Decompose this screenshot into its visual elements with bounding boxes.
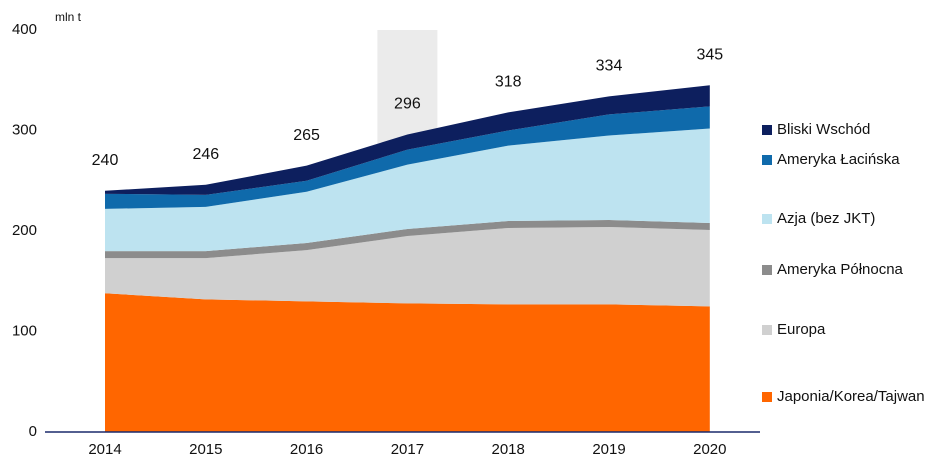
y-axis-label: mln t [55, 10, 82, 24]
area [105, 128, 710, 252]
total-label: 318 [495, 74, 522, 91]
legend-swatch [762, 214, 772, 224]
legend-label: Europa [777, 321, 826, 338]
legend-label: Japonia/Korea/Tajwan [777, 388, 925, 405]
legend-swatch [762, 392, 772, 402]
legend-swatch [762, 125, 772, 135]
y-tick-label: 300 [12, 121, 37, 138]
x-tick-label: 2014 [88, 441, 121, 458]
legend-label: Ameryka Łacińska [777, 151, 900, 168]
area [105, 226, 710, 307]
total-label: 345 [696, 46, 723, 63]
x-tick-label: 2016 [290, 441, 323, 458]
legend-swatch [762, 325, 772, 335]
legend-label: Bliski Wschód [777, 121, 870, 138]
area [105, 219, 710, 259]
y-tick-label: 0 [29, 423, 37, 440]
x-tick-label: 2015 [189, 441, 222, 458]
x-tick-label: 2017 [391, 441, 424, 458]
total-label: 265 [293, 127, 320, 144]
area [105, 85, 710, 195]
total-label: 296 [394, 96, 421, 113]
total-label: 334 [596, 58, 623, 75]
x-tick-label: 2019 [592, 441, 625, 458]
legend-swatch [762, 265, 772, 275]
total-label: 246 [192, 146, 219, 163]
legend-label: Ameryka Północna [777, 261, 904, 278]
y-tick-label: 200 [12, 222, 37, 239]
legend-swatch [762, 155, 772, 165]
x-tick-label: 2018 [492, 441, 525, 458]
area [105, 106, 710, 209]
y-tick-label: 100 [12, 322, 37, 339]
total-label: 240 [92, 152, 119, 169]
legend-label: Azja (bez JKT) [777, 210, 875, 227]
x-tick-label: 2020 [693, 441, 726, 458]
area [105, 293, 710, 432]
y-tick-label: 400 [12, 21, 37, 38]
